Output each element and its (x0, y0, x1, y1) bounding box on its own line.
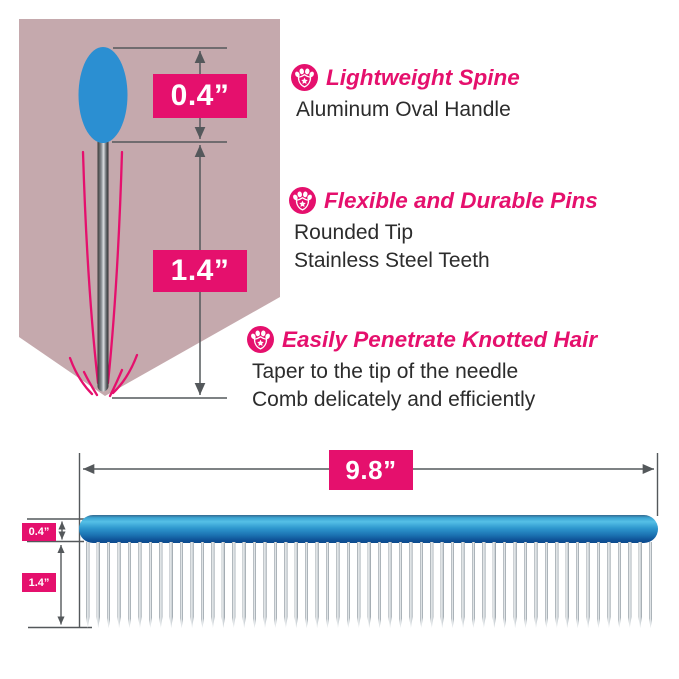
comb-pin (211, 542, 215, 628)
pin-length-label: 1.4” (153, 250, 247, 292)
comb-pin (127, 542, 132, 628)
comb-pin (96, 542, 101, 628)
tip-height-label: 0.4” (153, 74, 247, 118)
comb-pin (169, 542, 173, 628)
comb-pin (544, 542, 549, 628)
comb-pin-length-label: 1.4” (22, 573, 56, 592)
pin-tip-oval (78, 47, 128, 143)
feature-flexible-pins: Flexible and Durable Pins Rounded Tip St… (289, 187, 598, 275)
paw-badge-icon (247, 326, 274, 353)
comb-pin (158, 542, 163, 628)
comb-pin (294, 542, 299, 628)
comb-pin (502, 542, 507, 628)
comb-pin (367, 542, 371, 628)
comb-pin (106, 542, 111, 628)
comb-pin (461, 542, 465, 628)
comb-pin (492, 542, 497, 628)
comb-pin (523, 542, 528, 628)
comb-pin (471, 542, 476, 628)
comb-pin (482, 542, 486, 628)
paw-badge-icon (289, 187, 316, 214)
comb-pin (263, 542, 267, 628)
comb-pin (315, 542, 319, 628)
comb-pin (513, 542, 517, 628)
comb-pin (648, 542, 653, 628)
comb-pin (325, 542, 330, 628)
comb-pin (242, 542, 246, 628)
comb-pin (419, 542, 424, 628)
pin-illustration (97, 140, 109, 392)
comb-pin (252, 542, 257, 628)
comb-pin (388, 542, 392, 628)
comb-pin (627, 542, 632, 628)
comb-pin (221, 542, 226, 628)
feature-line: Stainless Steel Teeth (294, 249, 490, 272)
comb-pin (200, 542, 205, 628)
feature-line: Comb delicately and efficiently (252, 388, 536, 411)
comb-pin (429, 542, 434, 628)
comb-pins (86, 542, 653, 628)
comb-dimension-lines (27, 453, 659, 629)
feature-title: Easily Penetrate Knotted Hair (282, 326, 598, 352)
comb-spine (79, 515, 658, 543)
comb-pin (575, 542, 580, 628)
comb-pin (586, 542, 590, 628)
comb-pin (534, 542, 538, 628)
comb-pin (304, 542, 309, 628)
comb-pin (336, 542, 340, 628)
comb-pin (86, 542, 90, 628)
comb-pin (273, 542, 278, 628)
comb-pin (596, 542, 601, 628)
comb-pin (377, 542, 382, 628)
paw-badge-icon (291, 64, 318, 91)
comb-pin (138, 542, 142, 628)
comb-pin (179, 542, 184, 628)
comb-pin (409, 542, 413, 628)
feature-lightweight-spine: Lightweight Spine Aluminum Oval Handle (291, 64, 520, 124)
comb-pin (617, 542, 622, 628)
feature-title: Flexible and Durable Pins (324, 187, 598, 213)
comb-pin (440, 542, 444, 628)
flex-lines (68, 150, 139, 398)
comb-pin (148, 542, 153, 628)
comb-pin (284, 542, 288, 628)
feature-line: Aluminum Oval Handle (296, 98, 511, 121)
comb-pin (638, 542, 642, 628)
comb-pin (190, 542, 194, 628)
feature-title: Lightweight Spine (326, 64, 520, 90)
comb-width-label: 9.8” (329, 450, 413, 490)
comb-pin (450, 542, 455, 628)
comb-pin (607, 542, 611, 628)
comb-pin (554, 542, 559, 628)
comb-spine-height-label: 0.4” (22, 523, 56, 541)
comb-pin (117, 542, 121, 628)
comb-pin (565, 542, 569, 628)
comb-pin (231, 542, 236, 628)
feature-line: Rounded Tip (294, 221, 414, 244)
comb-pin (398, 542, 403, 628)
feature-penetrate-hair: Easily Penetrate Knotted Hair Taper to t… (247, 326, 597, 414)
comb-pin (356, 542, 361, 628)
comb-pin (346, 542, 351, 628)
feature-line: Taper to the tip of the needle (252, 360, 519, 383)
